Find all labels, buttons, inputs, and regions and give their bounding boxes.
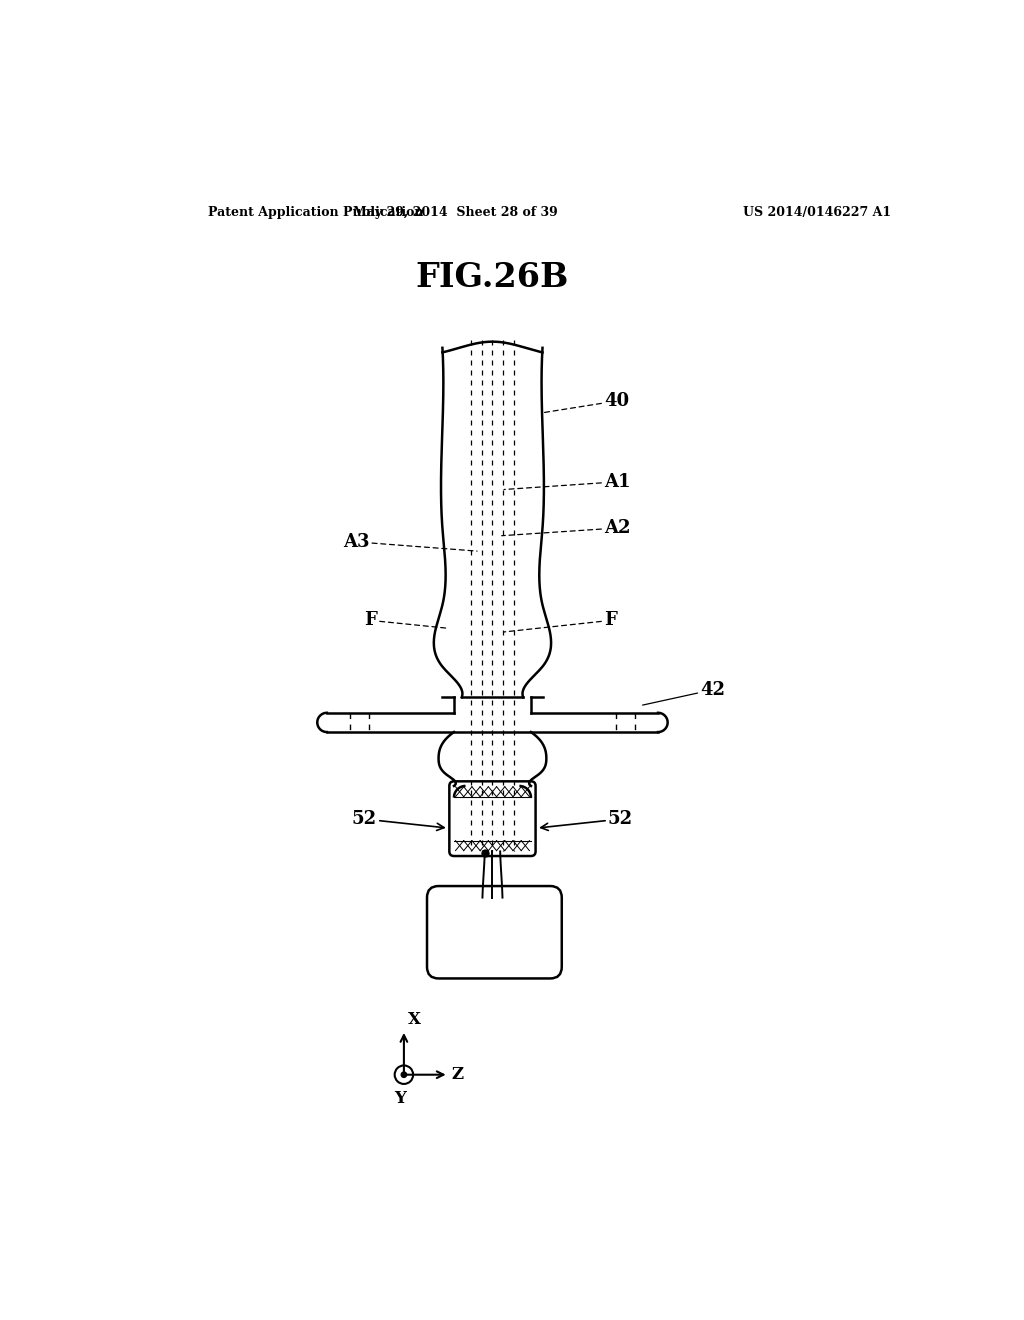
Text: FIG.26B: FIG.26B <box>416 261 569 294</box>
Text: 40: 40 <box>544 392 629 412</box>
Circle shape <box>401 1072 407 1077</box>
Text: A1: A1 <box>504 473 631 491</box>
Text: A3: A3 <box>343 533 477 552</box>
Text: F: F <box>365 611 446 630</box>
Text: May 29, 2014  Sheet 28 of 39: May 29, 2014 Sheet 28 of 39 <box>353 206 558 219</box>
Text: Z: Z <box>452 1067 464 1084</box>
Text: 52: 52 <box>541 810 633 830</box>
Text: 42: 42 <box>643 681 725 705</box>
Text: US 2014/0146227 A1: US 2014/0146227 A1 <box>742 206 891 219</box>
Text: Patent Application Publication: Patent Application Publication <box>208 206 423 219</box>
Text: X: X <box>408 1011 421 1028</box>
Text: 52: 52 <box>352 810 444 830</box>
Text: F: F <box>504 611 617 632</box>
Text: A2: A2 <box>502 519 631 537</box>
Text: Y: Y <box>394 1090 406 1107</box>
